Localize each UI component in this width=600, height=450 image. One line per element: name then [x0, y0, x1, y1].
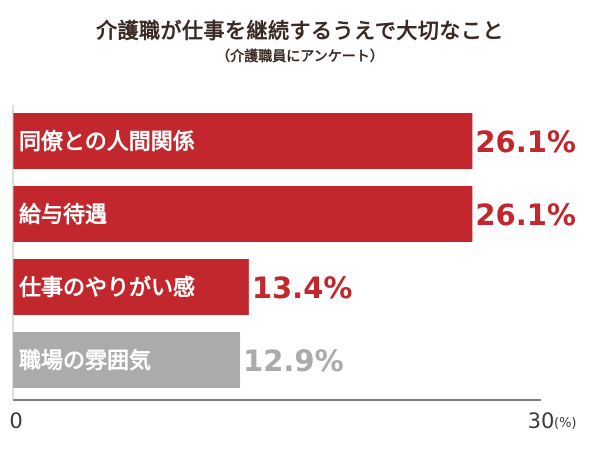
x-tick-label: 30 — [528, 409, 555, 433]
x-axis: 0 30 (%) — [9, 105, 577, 433]
x-unit-label: (%) — [554, 416, 577, 431]
bars-layer — [13, 113, 473, 388]
bar — [13, 332, 241, 388]
bar-value-label: 26.1% — [475, 198, 576, 232]
bar — [13, 259, 249, 315]
bar-category-label: 給与待遇 — [19, 202, 107, 228]
bar-category-label: 同僚との人間関係 — [19, 129, 195, 155]
bar-value-label: 26.1% — [475, 125, 576, 159]
bar-value-label: 12.9% — [243, 344, 344, 378]
bar-category-label: 仕事のやりがい感 — [18, 275, 195, 301]
bar — [13, 186, 473, 242]
bar-category-label: 職場の雰囲気 — [19, 348, 151, 374]
bar — [13, 113, 473, 169]
labels-layer: 同僚との人間関係 26.1% 給与待遇 26.1% 仕事のやりがい感 13.4% 職場の雰囲… — [18, 125, 576, 378]
chart-subtitle: （介護職員にアンケート） — [216, 49, 384, 65]
bar-value-label: 13.4% — [252, 271, 353, 305]
x-tick-label: 0 — [9, 409, 22, 433]
chart-title: 介護職が仕事を継続するうえで大切なこと — [96, 19, 504, 43]
